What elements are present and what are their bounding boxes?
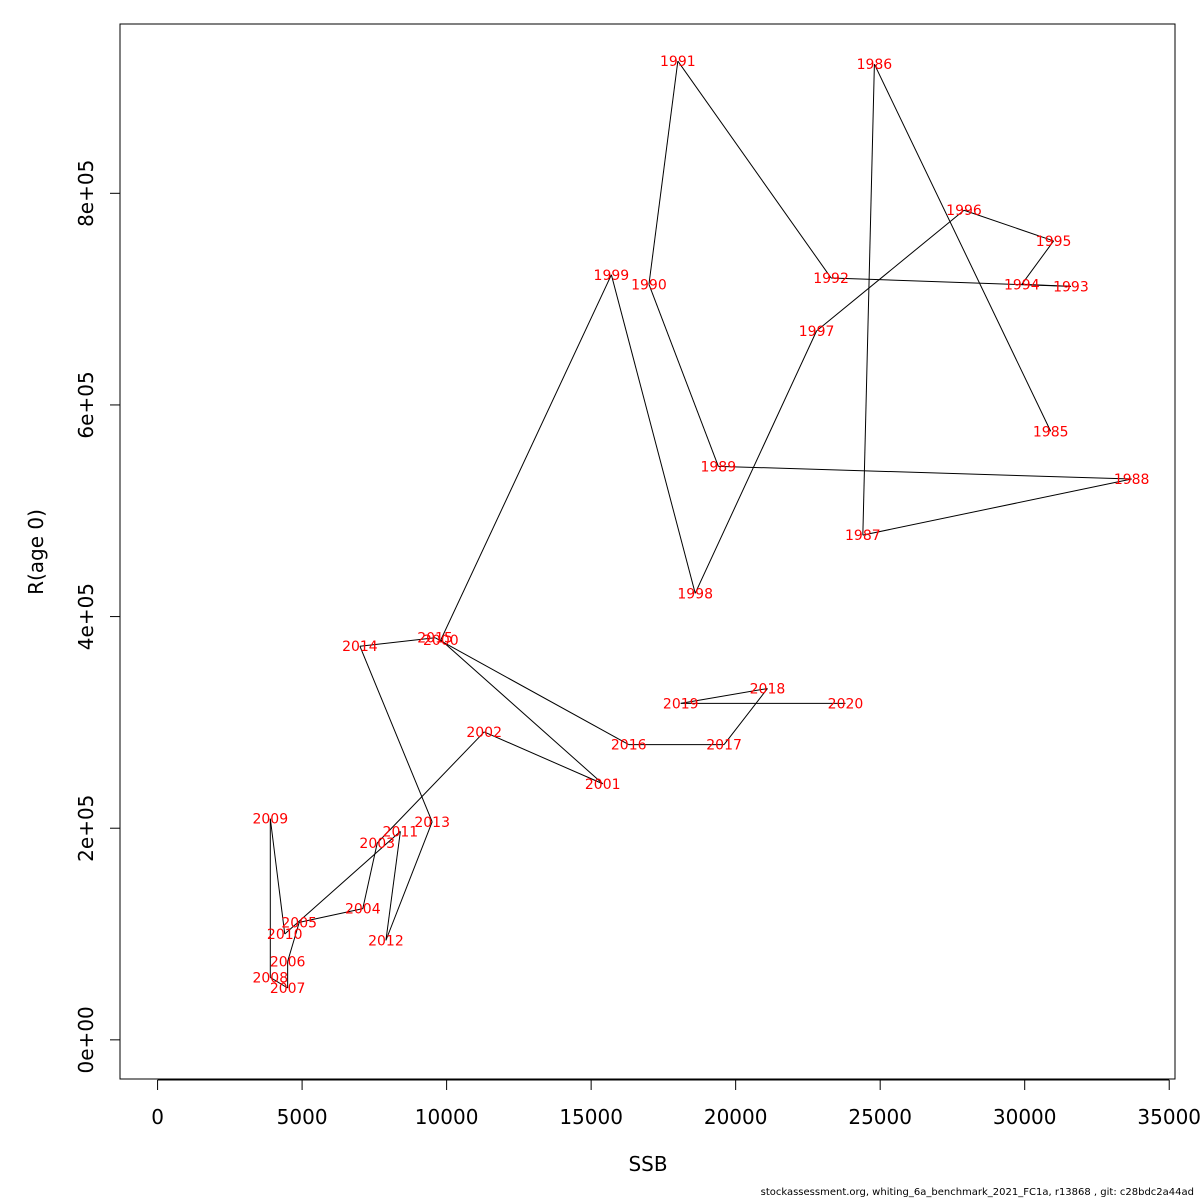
trajectory-segment	[287, 922, 300, 962]
year-point-label: 2002	[466, 725, 502, 741]
year-point-label: 1994	[1004, 277, 1040, 293]
trajectory-segment	[299, 908, 363, 923]
y-axis-title: R(age 0)	[24, 509, 48, 595]
y-tick-label: 6e+05	[74, 371, 98, 438]
year-point-label: 1996	[946, 203, 982, 219]
year-point-label: 1995	[1036, 234, 1072, 250]
year-point-label: 1989	[700, 459, 736, 475]
trajectory-segment	[483, 731, 603, 785]
y-tick-label: 8e+05	[74, 160, 98, 227]
year-point-label: 1987	[845, 528, 881, 544]
year-point-label: 1985	[1033, 424, 1069, 440]
x-tick-label: 30000	[993, 1105, 1057, 1129]
trajectory-segment	[723, 688, 768, 745]
trajectory-segment	[680, 688, 768, 704]
trajectory-segment	[1021, 240, 1055, 285]
trajectory-segment	[434, 637, 629, 746]
trajectory-segment	[718, 465, 1132, 480]
x-tick-label: 10000	[415, 1105, 479, 1129]
x-tick-label: 35000	[1137, 1105, 1200, 1129]
trajectory-segment	[648, 60, 679, 285]
year-point-label: 2009	[252, 812, 288, 828]
year-point-label: 1990	[631, 277, 667, 293]
year-point-label: 2000	[423, 633, 459, 649]
trajectory-segment	[816, 209, 965, 332]
year-point-label: 2018	[750, 682, 786, 698]
year-point-label: 2001	[585, 777, 621, 793]
trajectory-segment	[270, 976, 288, 989]
trajectory-segment	[862, 478, 1132, 536]
trajectory-segment	[385, 821, 433, 941]
trajectory-segment	[648, 284, 719, 467]
year-point-label: 1998	[677, 586, 713, 602]
footer-caption: stockassessment.org, whiting_6a_benchmar…	[760, 1187, 1194, 1198]
year-point-label: 2014	[342, 639, 378, 655]
trajectory-segment	[359, 646, 433, 823]
x-axis: 0 5000 10000 15000 20000 25000 30000 35000	[151, 1079, 1200, 1129]
year-point-label: 2017	[706, 738, 742, 754]
year-point-label: 2010	[267, 927, 303, 943]
y-tick-label: 4e+05	[74, 583, 98, 650]
year-point-label: 2007	[270, 981, 306, 997]
trajectory-segment	[376, 731, 485, 844]
year-point-label: 2003	[359, 836, 395, 852]
trajectory-segment	[1021, 283, 1071, 287]
trajectory-segment	[269, 818, 286, 935]
trajectory-segment	[359, 637, 436, 647]
x-tick-label: 25000	[848, 1105, 912, 1129]
year-point-label: 2019	[663, 696, 699, 712]
trajectory-segment	[362, 842, 378, 909]
year-point-label: 2016	[611, 738, 647, 754]
year-point-label: 1986	[857, 57, 893, 73]
y-axis: 0e+00 2e+05 4e+05 6e+05 8e+05	[74, 160, 121, 1073]
year-point-label: 2005	[281, 915, 317, 931]
year-point-label: 2006	[270, 955, 306, 971]
year-point-label: 1999	[594, 268, 630, 284]
year-point-label: 2012	[368, 933, 404, 949]
year-point-label: 1993	[1053, 279, 1089, 295]
y-tick-label: 2e+05	[74, 795, 98, 862]
x-tick-label: 20000	[704, 1105, 768, 1129]
year-point-label: 1988	[1114, 472, 1150, 488]
year-point-label: 1992	[813, 271, 849, 287]
x-tick-label: 15000	[559, 1105, 623, 1129]
trajectory-segment	[862, 64, 875, 536]
trajectory-path	[269, 60, 1132, 989]
year-point-label: 1997	[799, 324, 835, 340]
trajectory-segment	[440, 274, 612, 641]
x-tick-label: 5000	[277, 1105, 328, 1129]
x-axis-title: SSB	[628, 1152, 667, 1176]
trajectory-segment	[284, 831, 401, 935]
trajectory-segment	[385, 831, 401, 941]
year-point-label: 2008	[252, 970, 288, 986]
y-tick-label: 0e+00	[74, 1006, 98, 1073]
year-point-label: 2011	[383, 824, 419, 840]
trajectory-segment	[694, 330, 818, 594]
year-point-label: 2020	[828, 696, 864, 712]
year-labels: 1985 1986 1987 1988 1989 1990 1991 1992 1993 1994…	[252, 54, 1149, 997]
plot-frame	[119, 23, 1176, 1080]
year-point-label: 2004	[345, 902, 381, 918]
trajectory-segment	[610, 274, 696, 594]
trajectory-segment	[440, 639, 604, 785]
trajectory-segment	[963, 209, 1054, 242]
trajectory-segment	[873, 63, 1052, 432]
x-tick-label: 0	[151, 1105, 164, 1129]
year-point-label: 1991	[660, 54, 696, 70]
year-point-label: 2013	[414, 815, 450, 831]
trajectory-segment	[677, 60, 832, 279]
year-point-label: 2015	[417, 631, 453, 647]
